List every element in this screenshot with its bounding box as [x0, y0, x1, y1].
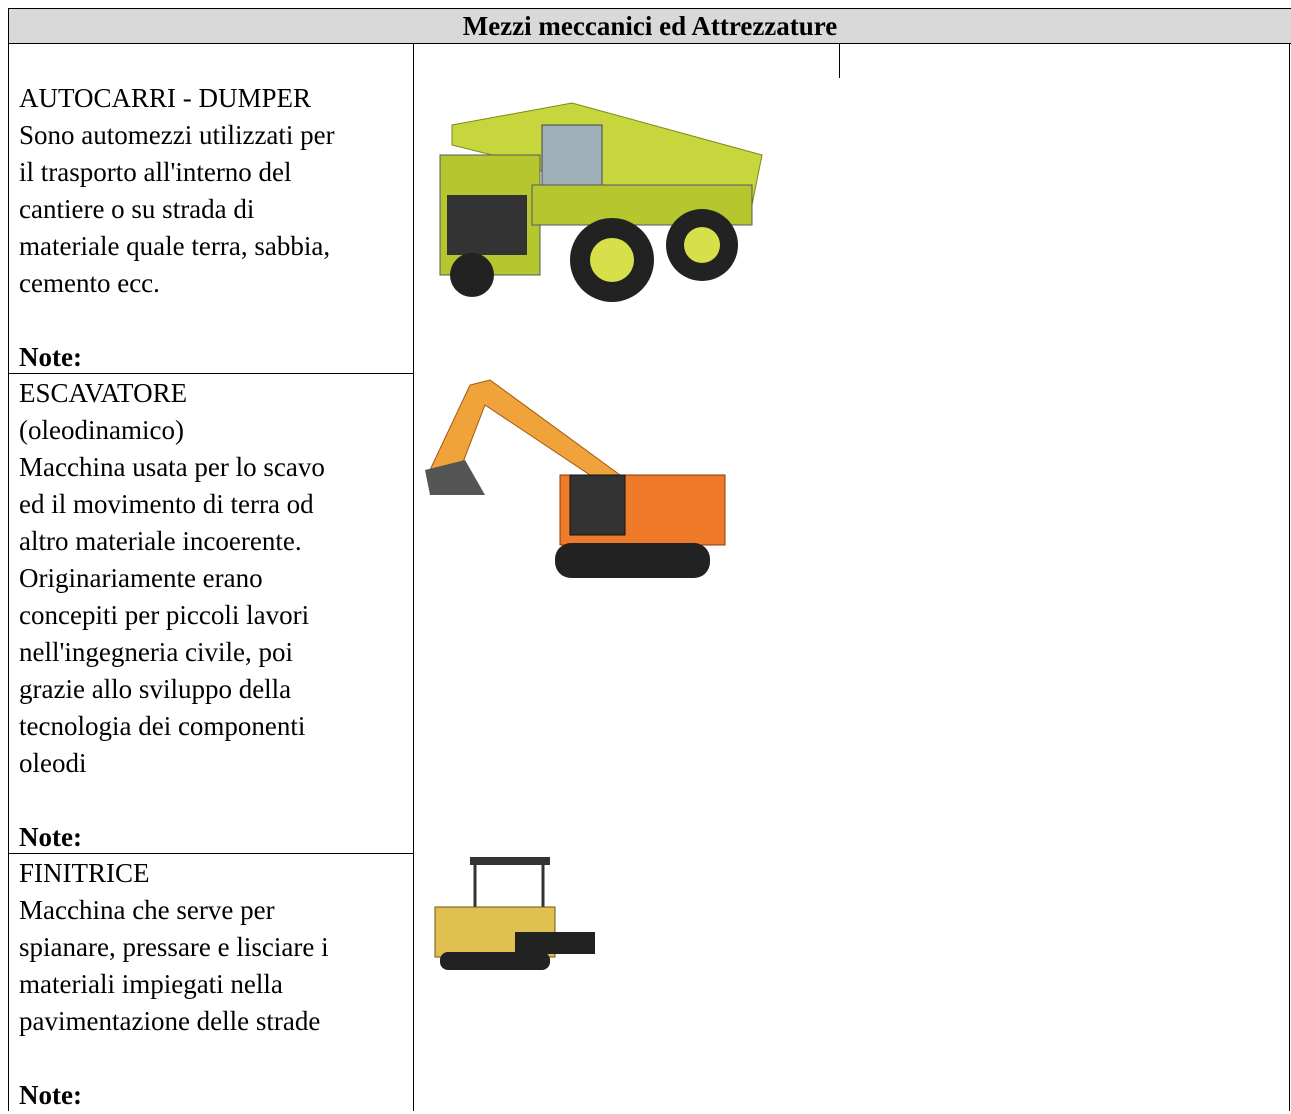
- note-label: Note:: [19, 822, 82, 852]
- item-name: AUTOCARRI - DUMPER: [19, 83, 312, 113]
- item-description: concepiti per piccoli lavori: [19, 600, 310, 630]
- item-name: (oleodinamico): [19, 415, 184, 445]
- dumper-image: [439, 102, 763, 302]
- row-separator: [8, 373, 414, 374]
- note-label: Note:: [19, 1080, 82, 1110]
- item-description: materiale quale terra, sabbia,: [19, 231, 331, 261]
- note-label: Note:: [19, 342, 82, 372]
- stray-line: [839, 44, 840, 78]
- item-name: ESCAVATORE: [19, 378, 188, 408]
- item-description: Sono automezzi utilizzati per: [19, 120, 335, 150]
- item-description: tecnologia dei componenti: [19, 711, 306, 741]
- item-name: FINITRICE: [19, 858, 150, 888]
- right-border: [1289, 44, 1290, 1111]
- item-description: grazie allo sviluppo della: [19, 674, 292, 704]
- table-header: Mezzi meccanici ed Attrezzature: [8, 8, 1291, 44]
- item-description: oleodi: [19, 748, 87, 778]
- item-description: altro materiale incoerente.: [19, 526, 302, 556]
- item-description: il trasporto all'interno del: [19, 157, 292, 187]
- item-description: spianare, pressare e lisciare i: [19, 932, 329, 962]
- left-column: [8, 44, 414, 1111]
- item-description: pavimentazione delle strade: [19, 1006, 321, 1036]
- item-description: nell'ingegneria civile, poi: [19, 637, 294, 667]
- item-description: Originariamente erano: [19, 563, 263, 593]
- item-description: Macchina che serve per: [19, 895, 275, 925]
- row-separator: [8, 853, 414, 854]
- excavator-image: [425, 379, 726, 578]
- item-description: materiali impiegati nella: [19, 969, 283, 999]
- item-description: cemento ecc.: [19, 268, 160, 298]
- paver-image: [434, 857, 595, 970]
- item-description: ed il movimento di terra od: [19, 489, 314, 519]
- item-description: Macchina usata per lo scavo: [19, 452, 325, 482]
- item-description: cantiere o su strada di: [19, 194, 255, 224]
